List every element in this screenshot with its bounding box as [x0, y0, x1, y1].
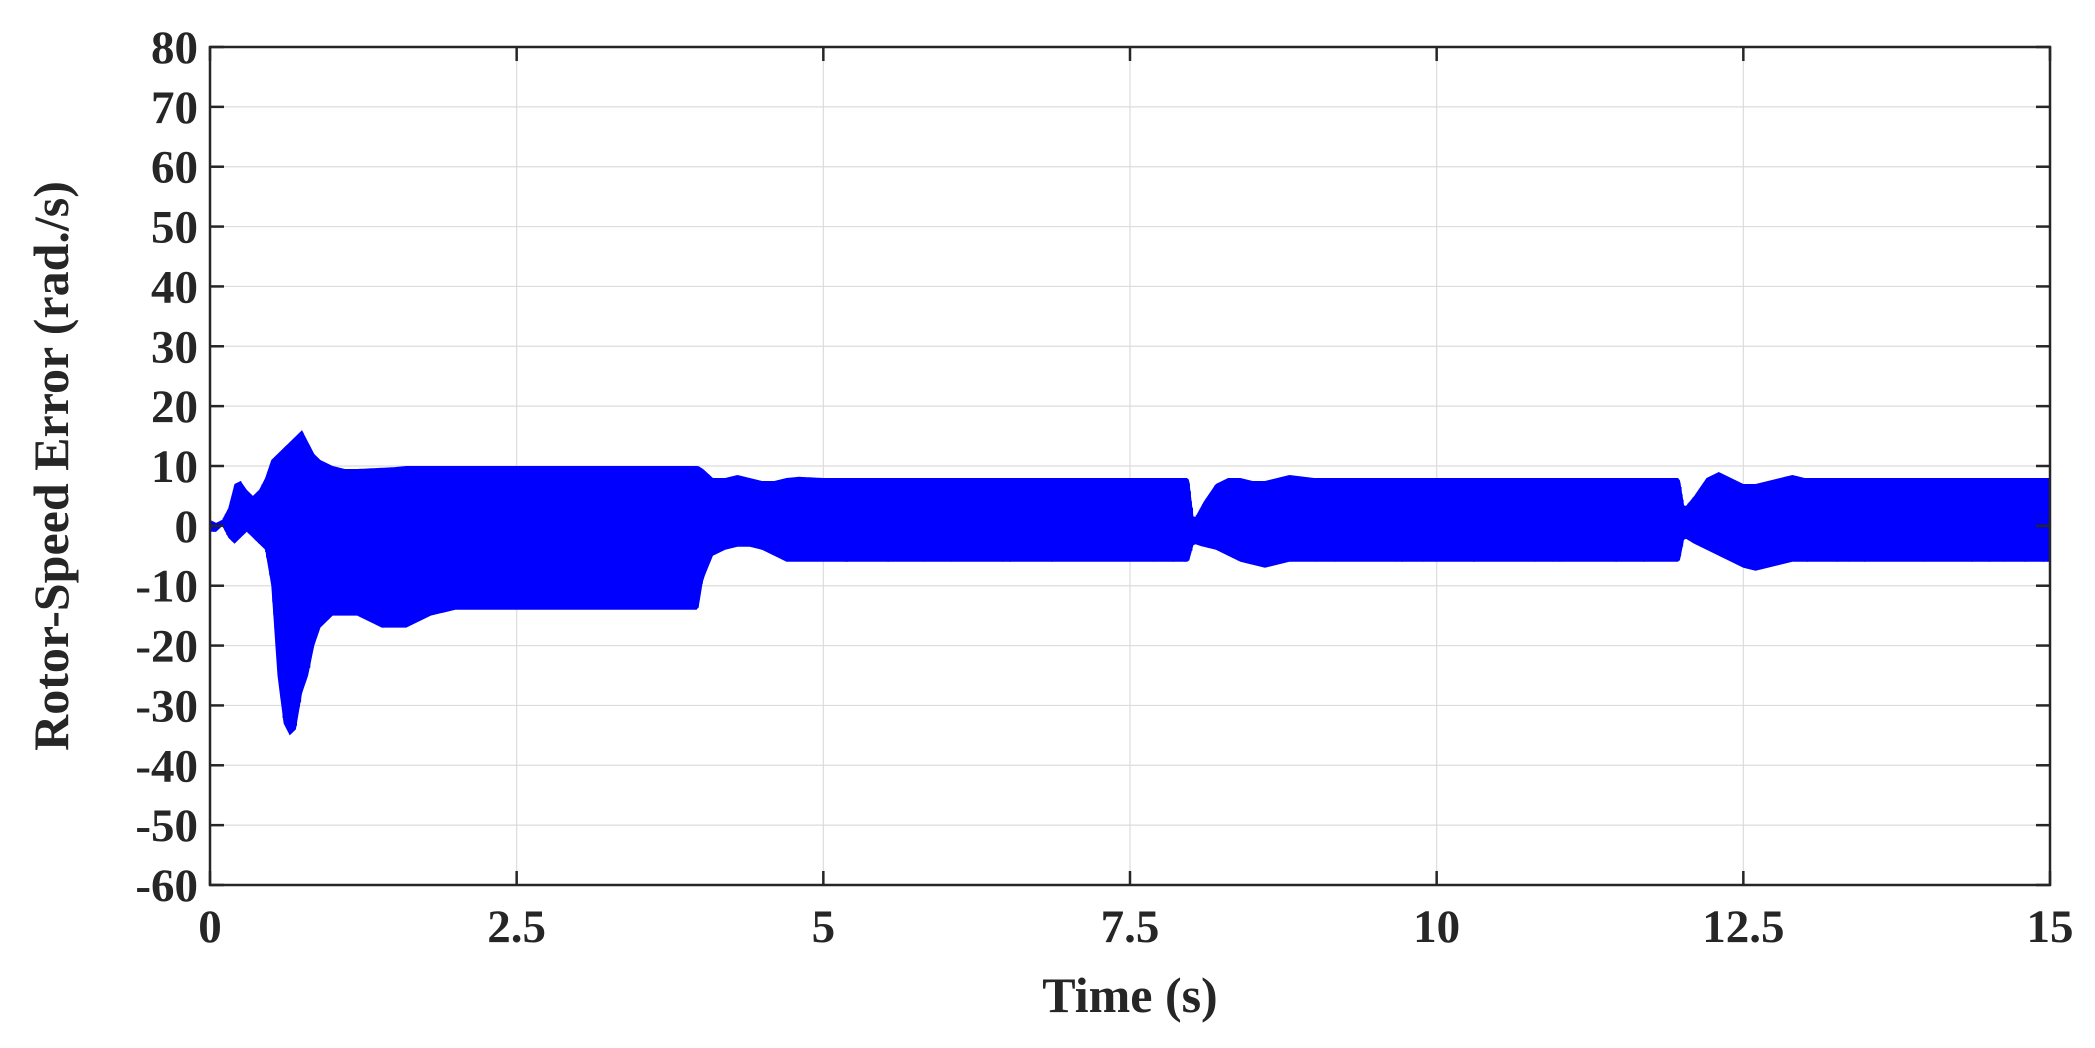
x-tick-label: 5: [812, 901, 836, 953]
tick-marks: [208, 45, 2052, 887]
y-tick-label: 30: [151, 321, 198, 373]
y-tick-label: 60: [151, 142, 198, 194]
x-tick-label: 10: [1413, 901, 1460, 953]
y-tick-label: -60: [135, 860, 198, 912]
y-tick-label: -10: [135, 561, 198, 613]
y-tick-label: 50: [151, 202, 198, 254]
y-tick-label: 0: [175, 501, 199, 553]
y-tick-label: -20: [135, 621, 198, 673]
y-tick-label: -30: [135, 680, 198, 732]
x-tick-labels: 0 2.5 5 7.5 10 12.5 15: [198, 901, 2073, 953]
y-tick-labels: 80 70 60 50 40 30 20 10 0 -10 -20 -30 -40 -50 -60: [135, 22, 198, 912]
y-tick-label: 80: [151, 22, 198, 74]
y-tick-label: 40: [151, 261, 198, 313]
y-tick-label: 70: [151, 82, 198, 134]
y-tick-label: 10: [151, 441, 198, 493]
series-line: [209, 432, 2051, 732]
y-axis-title: Rotor-Speed Error (rad./s): [23, 181, 79, 751]
x-tick-label: 15: [2027, 901, 2074, 953]
x-tick-label: 2.5: [487, 901, 546, 953]
y-tick-label: 20: [151, 381, 198, 433]
series-line: [209, 430, 2051, 736]
x-axis-title: Time (s): [1042, 967, 1217, 1023]
x-tick-label: 12.5: [1702, 901, 1784, 953]
y-tick-label: -50: [135, 800, 198, 852]
grid-lines: [210, 47, 2050, 885]
x-tick-label: 7.5: [1101, 901, 1160, 953]
y-tick-label: -40: [135, 740, 198, 792]
x-tick-label: 0: [198, 901, 222, 953]
